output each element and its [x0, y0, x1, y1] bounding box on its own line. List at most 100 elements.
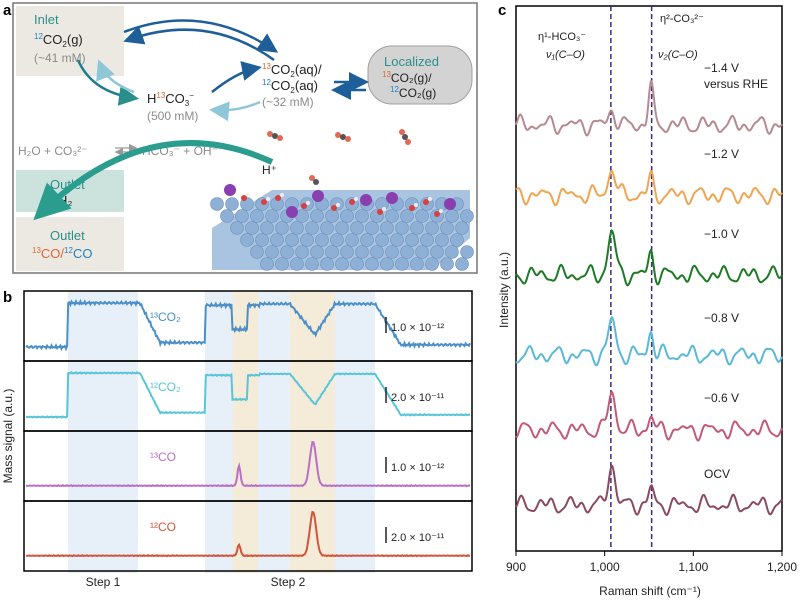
- catalyst-atom: [295, 245, 309, 259]
- raman-series-label-6: OCV: [704, 467, 730, 481]
- catalyst-atom: [400, 245, 414, 259]
- catalyst-atom: [260, 221, 274, 235]
- catalyst-atom: [445, 209, 459, 223]
- hydrogen-atom: [246, 193, 250, 197]
- catalyst-atom: [380, 257, 394, 271]
- catalyst-atom: [445, 245, 459, 259]
- bicarb-to-inlet-arrow: [96, 59, 135, 94]
- catalyst-atom: [270, 233, 284, 247]
- mass-trace-4: [25, 510, 471, 558]
- catalyst-atom: [320, 257, 334, 271]
- panel-c-frame: [515, 5, 783, 552]
- oxygen-atom: [241, 195, 247, 201]
- raman-series-label-3: −1.0 V: [704, 227, 739, 241]
- catalyst-atom: [230, 221, 244, 235]
- catalyst-atom: [455, 221, 469, 235]
- oxygen-atom: [301, 203, 307, 209]
- catalyst-atom: [430, 245, 444, 259]
- hydrogen-atom: [354, 197, 358, 201]
- localized-line2: 12CO₂(g): [390, 85, 436, 100]
- oxygen-atom: [331, 205, 337, 211]
- inlet-species: 12CO2(g): [34, 32, 83, 49]
- hydrogen-atom: [428, 197, 432, 201]
- localized-line1: 13CO₂(g)/: [382, 70, 432, 85]
- catalyst-atom: [290, 221, 304, 235]
- raman-series-label-2: −1.2 V: [704, 147, 739, 161]
- potassium-ion: [224, 184, 236, 196]
- catalyst-atom: [310, 209, 324, 223]
- catalyst-atom: [390, 233, 404, 247]
- mass-trace-3: [25, 440, 470, 488]
- mass-series-label-4: ¹²CO: [150, 520, 176, 534]
- catalyst-surface: [210, 184, 474, 271]
- catalyst-atom: [420, 233, 434, 247]
- raman-trace-2: [515, 169, 783, 207]
- catalyst-atom: [385, 209, 399, 223]
- oxygen-atom: [423, 199, 429, 205]
- catalyst-atom: [300, 233, 314, 247]
- hydrogen-atom: [382, 207, 386, 211]
- raman-trace-5: [515, 390, 783, 442]
- mass-trace-2: [25, 370, 471, 419]
- catalyst-atom: [255, 233, 269, 247]
- raman-series-extra-1: versus RHE: [704, 77, 768, 91]
- hydrogen-atom: [336, 203, 340, 207]
- catalyst-atom: [220, 209, 234, 223]
- catalyst-atom: [310, 245, 324, 259]
- scale-label-2: 2.0 × 10⁻¹¹: [391, 392, 445, 404]
- catalyst-atom: [240, 233, 254, 247]
- catalyst-atom: [335, 257, 349, 271]
- scale-label-3: 1.0 × 10⁻¹²: [391, 462, 445, 474]
- x-tick-label-3: 1,100: [678, 560, 708, 574]
- catalyst-atom: [415, 209, 429, 223]
- oxygen-atom: [434, 211, 440, 217]
- oxygen-atom: [349, 199, 355, 205]
- potassium-ion: [386, 192, 398, 204]
- catalyst-atom: [425, 257, 439, 271]
- aqueous-to-inlet-arrow: [123, 25, 275, 62]
- potassium-ion: [444, 198, 456, 210]
- catalyst-atom: [305, 221, 319, 235]
- raman-trace-4: [515, 315, 783, 367]
- aqueous-to-bicarb-arrow: [209, 100, 261, 122]
- catalyst-atom: [365, 257, 379, 271]
- step2-band-3: [258, 291, 290, 573]
- catalyst-atom: [370, 245, 384, 259]
- oxygen-atom: [409, 205, 415, 211]
- catalyst-atom: [350, 221, 364, 235]
- catalyst-atom: [460, 245, 474, 259]
- catalyst-atom: [290, 257, 304, 271]
- catalyst-atom: [245, 221, 259, 235]
- catalyst-atom: [235, 209, 249, 223]
- catalyst-atom: [395, 221, 409, 235]
- catalyst-atom: [400, 209, 414, 223]
- catalyst-atom: [325, 209, 339, 223]
- row-frame-4: [23, 500, 473, 572]
- catalyst-atom: [385, 245, 399, 259]
- mass-series-label-3: ¹³CO: [150, 450, 176, 464]
- hydrogen-atom: [266, 197, 270, 201]
- oxygen-atom: [261, 199, 267, 205]
- outlet-co-box: [16, 217, 124, 271]
- hydrogen-atom: [439, 209, 443, 213]
- panel-label-b: b: [3, 289, 13, 306]
- catalyst-atom: [365, 221, 379, 235]
- catalyst-atom: [355, 209, 369, 223]
- catalyst-atom: [320, 221, 334, 235]
- potassium-ion: [360, 194, 372, 206]
- catalyst-atom: [285, 233, 299, 247]
- catalyst-atom: [265, 245, 279, 259]
- step2-band-4: [290, 291, 335, 573]
- raman-trace-6: [515, 464, 783, 517]
- catalyst-atom: [325, 245, 339, 259]
- outlet-co-species: 13CO/12CO: [32, 246, 92, 261]
- catalyst-atom: [355, 245, 369, 259]
- catalyst-atom: [340, 245, 354, 259]
- panel-c-ylabel: Intensity (a.u.): [497, 252, 511, 328]
- aqueous-conc: (~32 mM): [262, 95, 314, 109]
- catalyst-atom: [250, 209, 264, 223]
- proton-label: H⁺: [262, 163, 277, 177]
- step2-band-1: [205, 291, 233, 573]
- hydrogen-atom: [280, 193, 284, 197]
- catalyst-atom: [330, 233, 344, 247]
